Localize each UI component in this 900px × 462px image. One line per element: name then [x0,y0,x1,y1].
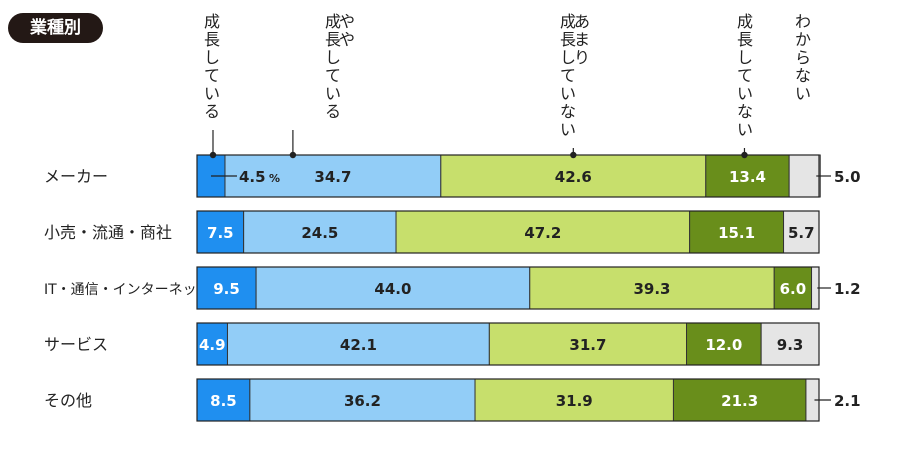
value-label: 31.9 [556,392,593,410]
bar-segment [488,322,688,366]
bar-segment [529,266,775,310]
series-header-char: な [737,102,753,121]
bar-segment [686,322,762,366]
value-label: 9.3 [777,336,804,354]
series-header-char: い [325,84,341,103]
series-header-char: ま [574,30,590,49]
bar-outline [196,322,820,366]
value-label: 6.0 [780,280,807,298]
series-header-char: い [737,84,753,103]
series-header-char: い [560,120,576,139]
series-header-char: 長 [737,30,753,49]
value-label: 12.0 [705,336,742,354]
category-label: サービス [44,335,108,354]
value-label: 42.6 [555,168,592,186]
series-header-char: 成 [560,12,576,31]
series-header-char: る [204,102,220,121]
series-header-char: し [737,48,753,67]
series-header-char: て [204,66,220,85]
bar-segment [689,210,785,254]
bar-outline [196,210,820,254]
value-label: 21.3 [721,392,758,410]
value-label: 2.1 [834,392,861,410]
series-header-char: い [737,120,753,139]
series-header-char: や [339,30,355,49]
bar-segment [196,378,251,422]
series-header-char: ら [795,48,811,67]
series-header-char: な [560,102,576,121]
value-label: 31.7 [569,336,606,354]
value-label: 36.2 [344,392,381,410]
series-header-char: 成 [325,12,341,31]
series-header-char: か [795,30,811,49]
value-label: 5.7 [788,224,815,242]
series-header-char: 成 [204,12,220,31]
value-label: 47.2 [524,224,561,242]
value-label: 44.0 [374,280,411,298]
value-label: 34.7 [314,168,351,186]
bar-segment [226,322,490,366]
series-header-char: い [204,84,220,103]
series-header-char: い [560,84,576,103]
category-label: その他 [44,391,92,410]
series-header-char: あ [574,12,590,31]
series-header-char: し [325,48,341,67]
category-label: IT・通信・インターネット [44,282,211,298]
series-header-char: し [204,48,220,67]
bar-segment [474,378,674,422]
series-header-char: し [560,48,576,67]
series-header-char: い [795,84,811,103]
series-header-char: や [339,12,355,31]
series-leader-dot [209,151,217,159]
series-header-char: な [795,66,811,85]
series-header-char: る [325,102,341,121]
value-label: 5.0 [834,168,861,186]
series-header-char: て [325,66,341,85]
bar-segment [196,322,228,366]
series-header-char: て [737,66,753,85]
category-label: メーカー [44,167,108,186]
value-label: 1.2 [834,280,861,298]
value-label: 4.9 [199,336,226,354]
value-label: 24.5 [301,224,338,242]
percent-sign: % [269,172,280,185]
value-label: 13.4 [729,168,766,186]
series-leader-dot [289,151,297,159]
series-header-char: 成 [737,12,753,31]
value-label: 7.5 [207,224,234,242]
series-leader-dot [570,151,577,159]
value-label: 9.5 [213,280,240,298]
bar-segment [760,322,820,366]
section-badge: 業種別 [8,13,103,43]
series-header-char: わ [795,12,811,31]
value-label: 42.1 [340,336,377,354]
value-label: 15.1 [718,224,755,242]
value-label: 8.5 [210,392,237,410]
series-header-char: て [560,66,576,85]
value-label: 4.5 [239,168,266,186]
value-label: 39.3 [633,280,670,298]
series-header-char: り [574,48,590,67]
series-header-char: 長 [560,30,576,49]
series-header-char: 長 [325,30,341,49]
series-leader-dot [741,151,748,159]
bar-segment [788,154,821,198]
category-label: 小売・流通・商社 [44,223,172,242]
series-header-char: 長 [204,30,220,49]
